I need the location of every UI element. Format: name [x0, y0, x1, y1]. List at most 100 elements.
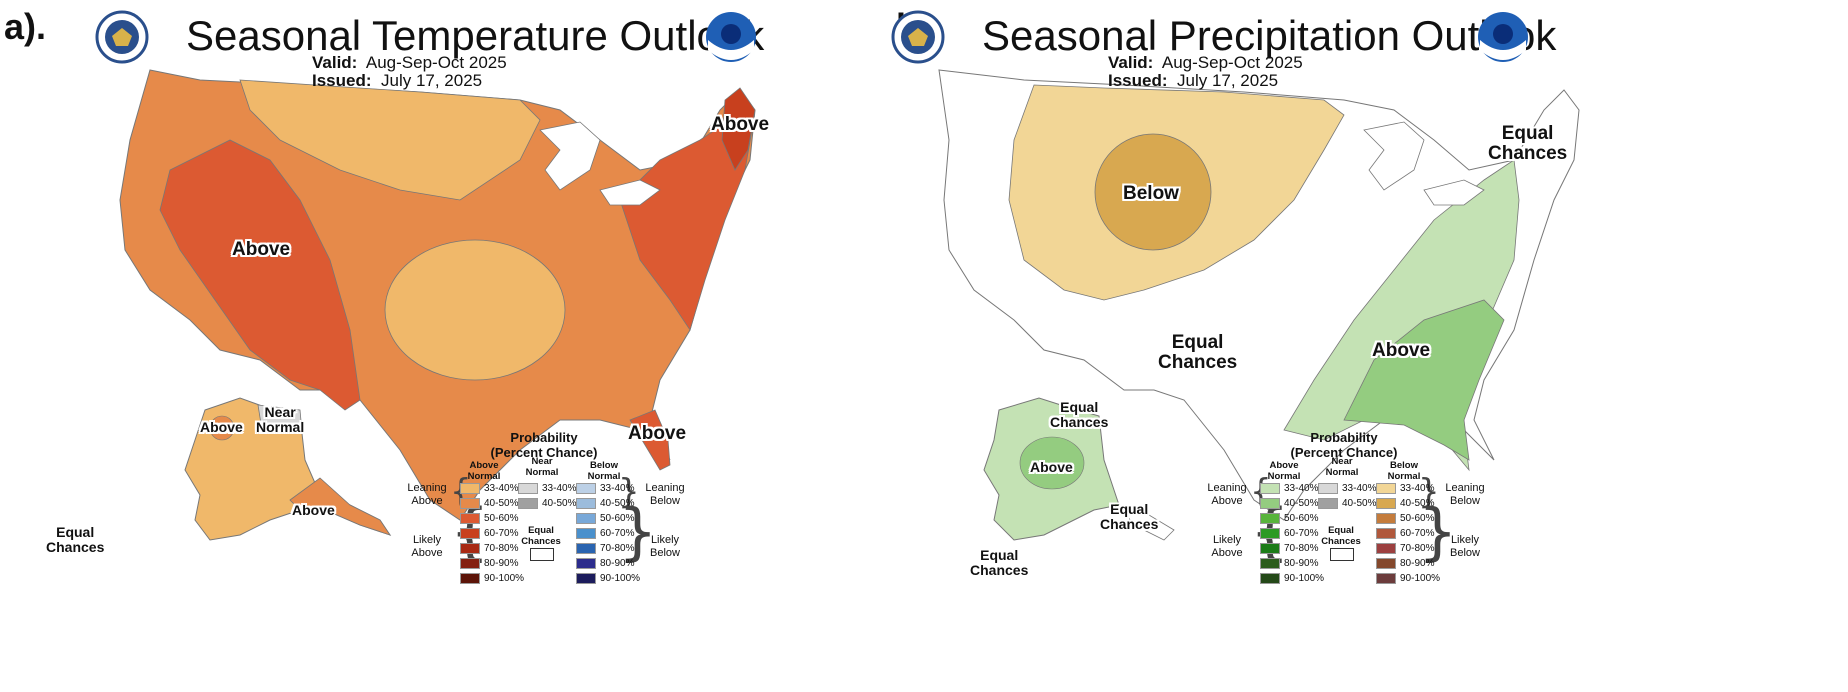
legend-col-near: Near Normal — [1325, 456, 1359, 478]
west-above-50-60-region — [159, 139, 361, 411]
valid-line: Valid: Aug-Sep-Oct 2025 — [312, 53, 507, 72]
legend-swatch — [1260, 482, 1280, 494]
legend-range-label: 33-40% — [1342, 482, 1377, 494]
commerce-seal-icon — [95, 10, 149, 64]
legend-range-label: 80-90% — [484, 557, 519, 569]
northeast-above-50-60-region — [619, 99, 753, 331]
alaska-above-south-label: Above — [292, 502, 335, 518]
legend-likely-above: Likely Above — [411, 534, 443, 559]
legend-swatch — [460, 557, 480, 569]
legend-range-label: 40-50% — [484, 497, 519, 509]
legend-row: 70-80% — [1260, 542, 1318, 554]
legend-col-above: Above Normal — [467, 460, 501, 482]
alaska-above-40-50-region — [1019, 436, 1085, 490]
legend-leaning-above: Leaning Above — [407, 482, 447, 507]
legend-range-label: 80-90% — [1284, 557, 1319, 569]
legend-swatch — [1260, 542, 1280, 554]
legend-row: 80-90% — [576, 557, 634, 569]
legend-range-label: 33-40% — [484, 482, 519, 494]
northeast-equal-chances-label: Equal Chances — [1488, 123, 1568, 164]
legend-range-label: 70-80% — [1284, 542, 1319, 554]
alaska-equal-chances-label: Equal Chances — [46, 524, 105, 555]
alaska-above-label: Above — [1030, 459, 1073, 475]
legend-row: 40-50% — [460, 497, 518, 509]
legend-range-label: 70-80% — [600, 542, 635, 554]
legend-leaning-above: Leaning Above — [1207, 482, 1247, 507]
legend-range-label: 90-100% — [1400, 572, 1441, 584]
legend-brace-right-bottom: } — [1418, 495, 1458, 568]
legend-range-label: 40-50% — [542, 497, 577, 509]
legend-range-label: 80-90% — [600, 557, 635, 569]
legend-brace-right-bottom: } — [618, 495, 658, 568]
commerce-seal-icon — [891, 10, 945, 64]
legend-equal-chances-box — [530, 548, 554, 561]
alaska-near-normal-label: Near Normal — [256, 404, 305, 435]
legend-range-label: 60-70% — [484, 527, 519, 539]
northeast-above-label: Above — [711, 114, 770, 135]
legend-col-below: Below Normal — [1387, 460, 1421, 482]
legend-swatch — [576, 557, 596, 569]
southeast-above-40-50-region — [1343, 299, 1505, 461]
legend-range-label: 40-50% — [1400, 497, 1435, 509]
legend-range-label: 90-100% — [484, 572, 525, 584]
legend-swatch — [1260, 497, 1280, 509]
alaska-west-above-40-50-region — [209, 415, 235, 441]
legend-range-label: 33-40% — [1400, 482, 1435, 494]
legend-swatch — [576, 542, 596, 554]
noaa-logo-icon — [1478, 12, 1528, 62]
panel-label: a). — [4, 6, 47, 47]
legend-range-label: 50-60% — [1400, 512, 1435, 524]
legend-range-label: 40-50% — [600, 497, 635, 509]
legend-equal-chances: Equal Chances — [521, 525, 561, 547]
legend-swatch — [1318, 497, 1338, 509]
legend-swatch — [460, 542, 480, 554]
plains-below-label: Below — [1123, 183, 1179, 204]
legend-likely-above: Likely Above — [1211, 534, 1243, 559]
legend-row: 50-60% — [1260, 512, 1318, 524]
central-above-33-40-region — [384, 239, 566, 381]
legend-row: 33-40% — [1260, 482, 1318, 494]
legend-likely-below: Likely Below — [1450, 534, 1480, 559]
great-lakes — [1363, 121, 1485, 206]
legend-leaning-below: Leaning Below — [1445, 482, 1485, 507]
legend-row: 80-90% — [460, 557, 518, 569]
temperature-outlook-panel: a). Seasonal Temperature Outlook Valid: … — [4, 6, 770, 584]
legend-row: 40-50% — [576, 497, 634, 509]
legend-row: 90-100% — [1376, 572, 1440, 584]
legend-swatch — [576, 572, 596, 584]
noaa-logo-icon — [706, 12, 756, 62]
legend-range-label: 60-70% — [1284, 527, 1319, 539]
legend-col-above: Above Normal — [1267, 460, 1301, 482]
legend-row: 80-90% — [1260, 557, 1318, 569]
alaska-equal-chances-north-label: Equal Chances — [1050, 399, 1109, 430]
legend-row: 70-80% — [576, 542, 634, 554]
alaska-above-40-50-region — [289, 477, 391, 536]
alaska-equal-chances-sw-label: Equal Chances — [970, 547, 1029, 578]
precipitation-outlook-panel: b). Seasonal Precipitation Outlook Valid… — [891, 0, 1848, 692]
legend-swatch — [518, 497, 538, 509]
florida-above-label: Above — [628, 423, 687, 444]
legend-row: 70-80% — [1376, 542, 1434, 554]
north-above-33-40-region — [239, 79, 541, 201]
legend-range-label: 70-80% — [484, 542, 519, 554]
legend-row: 40-50% — [1260, 497, 1318, 509]
legend-range-label: 33-40% — [1284, 482, 1319, 494]
legend-likely-below: Likely Below — [650, 534, 680, 559]
legend-row: 40-50% — [518, 497, 576, 509]
legend-range-label: 33-40% — [542, 482, 577, 494]
legend-row: 90-100% — [1260, 572, 1324, 584]
legend-swatch — [576, 482, 596, 494]
central-equal-chances-label: Equal Chances — [1158, 332, 1238, 373]
legend-brace-right-top: } — [618, 472, 640, 512]
legend-range-label: 90-100% — [1284, 572, 1325, 584]
legend-range-label: 90-100% — [600, 572, 641, 584]
legend-range-label: 40-50% — [1284, 497, 1319, 509]
alaska-near-normal-region — [257, 404, 303, 433]
legend-swatch — [1260, 512, 1280, 524]
legend-row: 80-90% — [1376, 557, 1434, 569]
legend-row: 60-70% — [460, 527, 518, 539]
legend-range-label: 50-60% — [484, 512, 519, 524]
maine-above-60-70-region — [721, 87, 756, 171]
legend-range-label: 33-40% — [600, 482, 635, 494]
legend-row: 50-60% — [460, 512, 518, 524]
